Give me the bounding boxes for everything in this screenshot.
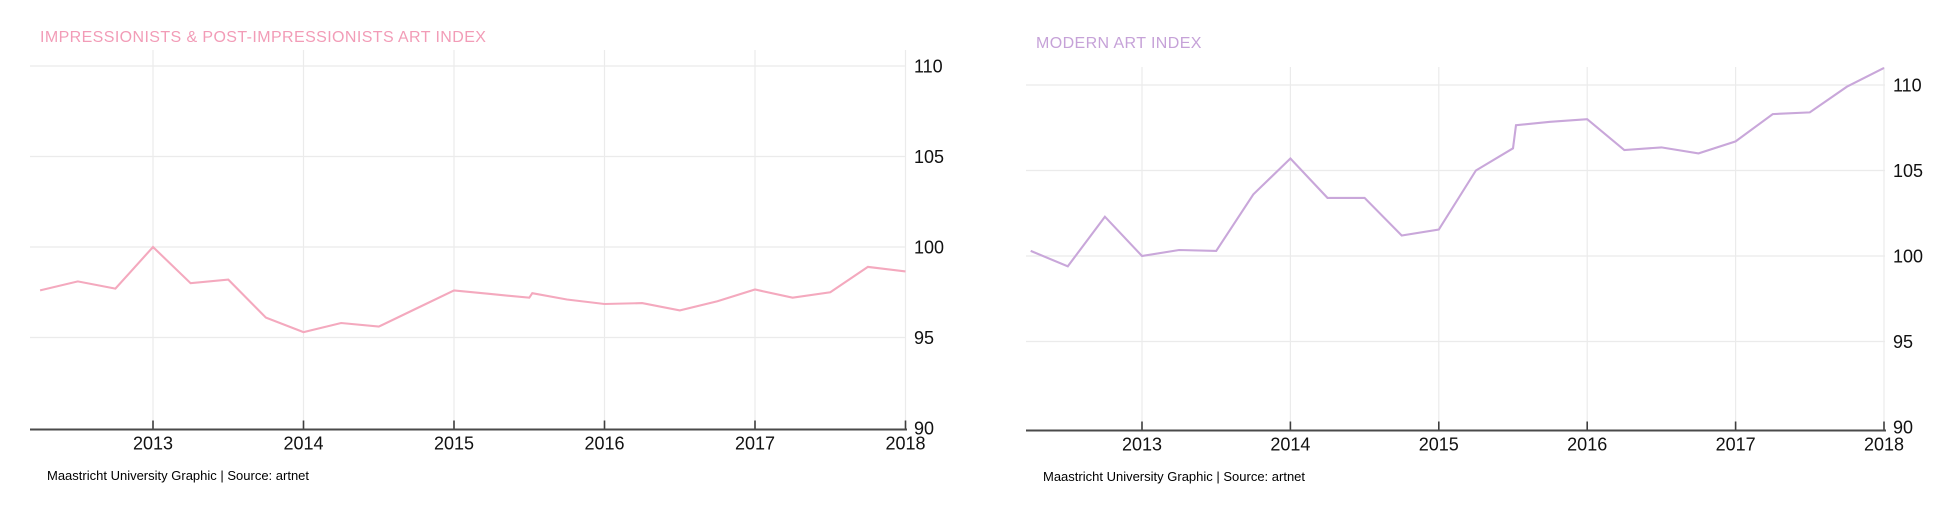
modern-source-note: Maastricht University Graphic | Source: … (1043, 469, 1306, 484)
x-tick-label-2013: 2013 (133, 434, 173, 454)
x-tick-label-2017: 2017 (735, 434, 775, 454)
x-tick-label-2016: 2016 (584, 434, 624, 454)
x-tick-label-2013: 2013 (1122, 435, 1162, 455)
impressionists-chart-title: IMPRESSIONISTS & POST-IMPRESSIONISTS ART… (40, 29, 487, 47)
y-tick-label-95: 95 (914, 328, 934, 348)
index-line (1030, 66, 1885, 268)
x-tick-label-2017: 2017 (1716, 435, 1756, 455)
y-tick-label-90: 90 (914, 419, 934, 439)
y-tick-label-110: 110 (1893, 76, 1922, 96)
x-tick-label-2015: 2015 (1419, 435, 1459, 455)
impressionists-source-note: Maastricht University Graphic | Source: … (47, 468, 310, 483)
x-tick-label-2018: 2018 (885, 434, 925, 454)
x-tick-label-2014: 2014 (1270, 435, 1310, 455)
x-tick-label-2018: 2018 (1864, 435, 1904, 455)
x-tick-label-2016: 2016 (1567, 435, 1607, 455)
y-tick-label-110: 110 (914, 57, 943, 77)
x-tick-label-2015: 2015 (434, 434, 474, 454)
x-tick-label-2014: 2014 (283, 434, 323, 454)
modern-chart-title: MODERN ART INDEX (1036, 35, 1202, 53)
index-line (39, 245, 906, 334)
y-tick-label-90: 90 (1893, 418, 1913, 438)
y-tick-label-105: 105 (1893, 161, 1923, 181)
y-tick-label-100: 100 (1893, 247, 1923, 267)
y-tick-label-100: 100 (914, 238, 944, 258)
y-tick-label-105: 105 (914, 147, 944, 167)
y-tick-label-95: 95 (1893, 332, 1913, 352)
